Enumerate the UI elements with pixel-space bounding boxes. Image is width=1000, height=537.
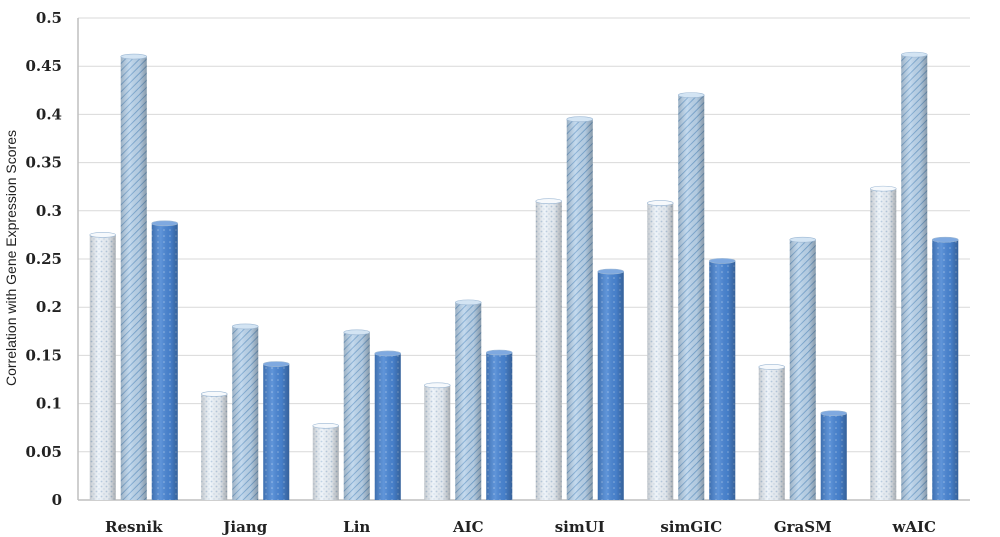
bar-cap xyxy=(485,349,513,356)
bar xyxy=(343,329,371,500)
bar-cap xyxy=(423,382,451,389)
bar-cap xyxy=(820,410,848,417)
bar xyxy=(312,422,340,500)
bar-cap xyxy=(646,200,674,206)
bars xyxy=(89,51,959,501)
bar-cap xyxy=(151,220,179,227)
y-tick-label: 0.4 xyxy=(36,105,62,123)
bar-cap xyxy=(89,232,117,238)
bar-shading xyxy=(151,223,178,500)
bar xyxy=(708,258,736,500)
bar xyxy=(535,198,563,500)
bar xyxy=(900,51,928,501)
bar xyxy=(231,323,259,500)
bar-shading xyxy=(312,425,339,500)
y-tick-label: 0.15 xyxy=(25,346,62,364)
bar-shading xyxy=(89,234,116,500)
bar xyxy=(200,391,228,500)
bar-shading xyxy=(678,95,705,501)
x-tick-label: Jiang xyxy=(221,518,267,536)
bar-cap xyxy=(900,51,928,58)
bar-shading xyxy=(424,385,451,500)
bar xyxy=(151,220,179,500)
bar xyxy=(646,200,674,500)
y-tick-label: 0.2 xyxy=(36,298,62,316)
bar xyxy=(374,350,402,500)
bar-shading xyxy=(343,332,370,500)
y-tick-label: 0 xyxy=(52,491,62,509)
y-tick-label: 0.05 xyxy=(25,443,62,461)
bar-cap xyxy=(343,329,371,336)
x-tick-label: Resnik xyxy=(105,518,163,536)
gridlines xyxy=(78,17,970,453)
bar xyxy=(262,361,290,500)
bar-cap xyxy=(869,185,897,192)
bar-shading xyxy=(566,119,593,500)
bar-shading xyxy=(120,56,147,501)
bar-shading xyxy=(486,352,513,500)
bar-shading xyxy=(870,188,897,501)
labels: 0 0.05 0.1 0.15 0.2 0.25 0.3 0.35 0.4 0.45 0.5 Resn… xyxy=(25,9,936,536)
bar-cap xyxy=(312,422,340,429)
x-tick-label: simGIC xyxy=(660,518,722,536)
bar-cap xyxy=(535,198,563,204)
bar xyxy=(454,299,482,500)
y-tick-label: 0.25 xyxy=(25,250,62,268)
y-tick-label: 0.1 xyxy=(36,395,62,413)
bar-shading xyxy=(201,393,228,500)
bar xyxy=(869,185,897,501)
bar-shading xyxy=(932,239,959,500)
bar xyxy=(485,349,513,500)
bar xyxy=(120,53,148,501)
bar xyxy=(931,236,959,500)
bar-cap xyxy=(454,299,482,306)
bar xyxy=(597,268,625,500)
bar-cap xyxy=(120,53,148,60)
bar-shading xyxy=(455,302,482,500)
bar-cap xyxy=(597,268,625,275)
bar-cap xyxy=(708,258,736,264)
bar-shading xyxy=(263,364,290,500)
bar-cap xyxy=(789,236,817,243)
bar-shading xyxy=(820,413,847,500)
bar-cap xyxy=(677,92,705,98)
y-tick-label: 0.35 xyxy=(25,154,62,172)
bar-cap xyxy=(374,350,402,357)
bar-shading xyxy=(232,326,259,500)
bar-shading xyxy=(535,201,562,500)
bar-shading xyxy=(597,271,624,500)
bar xyxy=(423,382,451,500)
bar-shading xyxy=(901,54,928,501)
y-tick-label: 0.5 xyxy=(36,9,62,27)
x-tick-label: AIC xyxy=(452,518,484,536)
bar-cap xyxy=(566,116,594,123)
x-tick-label: GraSM xyxy=(774,518,832,536)
bar xyxy=(820,410,848,500)
bar-cap xyxy=(931,236,959,243)
bar xyxy=(677,92,705,501)
x-tick-label: wAIC xyxy=(891,518,936,536)
y-tick-label: 0.45 xyxy=(25,57,62,75)
bar xyxy=(89,232,117,500)
bar-shading xyxy=(647,203,674,500)
bar-shading xyxy=(758,366,785,500)
bar xyxy=(758,364,786,500)
y-tick-label: 0.3 xyxy=(36,202,62,220)
bar-shading xyxy=(789,239,816,500)
bar xyxy=(789,236,817,500)
bar xyxy=(566,116,594,500)
bar-cap xyxy=(231,323,259,330)
bar-cap xyxy=(758,364,786,370)
x-tick-label: simUI xyxy=(555,518,605,536)
bar-shading xyxy=(709,260,736,500)
bar-cap xyxy=(200,391,228,397)
bar-cap xyxy=(262,361,290,367)
x-tick-label: Lin xyxy=(343,518,370,536)
bar-shading xyxy=(374,353,401,500)
y-axis-title: Correlation with Gene Expression Scores xyxy=(3,130,19,386)
